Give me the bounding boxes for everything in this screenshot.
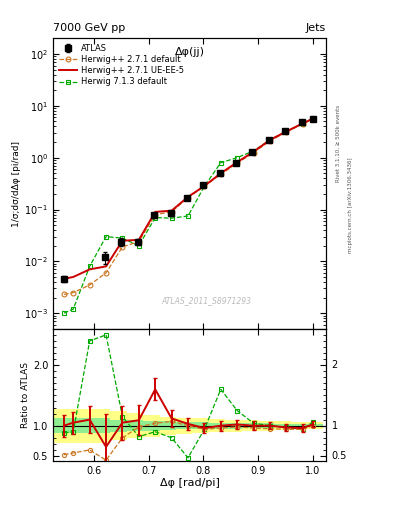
Herwig++ 2.7.1 default bbox=[169, 209, 174, 215]
Herwig++ 2.7.1 UE-EE-5 bbox=[153, 209, 158, 215]
Herwig++ 2.7.1 default bbox=[251, 150, 256, 156]
Text: Jets: Jets bbox=[306, 23, 326, 33]
Herwig++ 2.7.1 default bbox=[300, 121, 305, 127]
Herwig++ 2.7.1 default bbox=[284, 129, 289, 135]
Herwig++ 2.7.1 UE-EE-5 bbox=[219, 170, 223, 176]
Herwig 7.1.3 default bbox=[153, 215, 158, 221]
Herwig++ 2.7.1 UE-EE-5 bbox=[104, 263, 108, 269]
Line: Herwig 7.1.3 default: Herwig 7.1.3 default bbox=[62, 116, 315, 315]
Herwig 7.1.3 default bbox=[310, 115, 315, 121]
Text: ATLAS_2011_S8971293: ATLAS_2011_S8971293 bbox=[161, 296, 251, 306]
Text: 1: 1 bbox=[332, 421, 338, 431]
Herwig++ 2.7.1 default bbox=[268, 138, 272, 144]
Herwig++ 2.7.1 UE-EE-5 bbox=[235, 159, 239, 165]
Herwig++ 2.7.1 default bbox=[136, 239, 141, 245]
Herwig 7.1.3 default bbox=[268, 137, 272, 143]
Herwig++ 2.7.1 default bbox=[185, 195, 190, 201]
Herwig++ 2.7.1 UE-EE-5 bbox=[310, 116, 315, 122]
Herwig++ 2.7.1 UE-EE-5 bbox=[185, 194, 190, 200]
Herwig++ 2.7.1 UE-EE-5 bbox=[202, 183, 207, 189]
Herwig++ 2.7.1 UE-EE-5 bbox=[71, 274, 75, 280]
Herwig 7.1.3 default bbox=[235, 155, 239, 161]
Herwig++ 2.7.1 default bbox=[310, 116, 315, 122]
Legend: ATLAS, Herwig++ 2.7.1 default, Herwig++ 2.7.1 UE-EE-5, Herwig 7.1.3 default: ATLAS, Herwig++ 2.7.1 default, Herwig++ … bbox=[57, 42, 185, 88]
Herwig++ 2.7.1 default bbox=[87, 282, 92, 288]
Herwig++ 2.7.1 default bbox=[71, 289, 75, 295]
Herwig++ 2.7.1 UE-EE-5 bbox=[136, 237, 141, 243]
Herwig++ 2.7.1 UE-EE-5 bbox=[268, 137, 272, 143]
Herwig++ 2.7.1 default bbox=[219, 171, 223, 177]
Herwig 7.1.3 default bbox=[120, 235, 125, 241]
Y-axis label: 1/σ;dσ/dΔφ [pi/rad]: 1/σ;dσ/dΔφ [pi/rad] bbox=[13, 141, 22, 227]
Herwig 7.1.3 default bbox=[71, 306, 75, 312]
Line: Herwig++ 2.7.1 default: Herwig++ 2.7.1 default bbox=[62, 117, 315, 297]
Text: Δφ(jj): Δφ(jj) bbox=[174, 47, 205, 57]
Herwig++ 2.7.1 default bbox=[120, 244, 125, 250]
Text: 2: 2 bbox=[332, 360, 338, 370]
Y-axis label: Ratio to ATLAS: Ratio to ATLAS bbox=[21, 362, 30, 428]
Herwig 7.1.3 default bbox=[104, 233, 108, 240]
Herwig++ 2.7.1 UE-EE-5 bbox=[300, 120, 305, 126]
Line: Herwig++ 2.7.1 UE-EE-5: Herwig++ 2.7.1 UE-EE-5 bbox=[64, 119, 312, 279]
Text: Rivet 3.1.10, ≥ 500k events: Rivet 3.1.10, ≥ 500k events bbox=[336, 105, 341, 182]
X-axis label: Δφ [rad/pi]: Δφ [rad/pi] bbox=[160, 478, 220, 488]
Herwig++ 2.7.1 UE-EE-5 bbox=[120, 238, 125, 244]
Herwig 7.1.3 default bbox=[300, 121, 305, 127]
Herwig++ 2.7.1 UE-EE-5 bbox=[87, 266, 92, 272]
Herwig 7.1.3 default bbox=[185, 213, 190, 219]
Herwig++ 2.7.1 UE-EE-5 bbox=[62, 276, 66, 282]
Text: 7000 GeV pp: 7000 GeV pp bbox=[53, 23, 125, 33]
Herwig 7.1.3 default bbox=[251, 148, 256, 154]
Herwig 7.1.3 default bbox=[169, 215, 174, 221]
Herwig 7.1.3 default bbox=[87, 263, 92, 269]
Herwig 7.1.3 default bbox=[136, 243, 141, 249]
Herwig++ 2.7.1 UE-EE-5 bbox=[251, 148, 256, 155]
Herwig++ 2.7.1 default bbox=[62, 291, 66, 297]
Herwig 7.1.3 default bbox=[219, 160, 223, 166]
Herwig 7.1.3 default bbox=[62, 310, 66, 316]
Herwig++ 2.7.1 default bbox=[202, 183, 207, 189]
Herwig++ 2.7.1 default bbox=[153, 211, 158, 218]
Text: mcplots.cern.ch [arXiv:1306.3436]: mcplots.cern.ch [arXiv:1306.3436] bbox=[348, 157, 353, 252]
Herwig++ 2.7.1 UE-EE-5 bbox=[284, 129, 289, 135]
Herwig 7.1.3 default bbox=[284, 129, 289, 135]
Herwig++ 2.7.1 UE-EE-5 bbox=[169, 207, 174, 214]
Herwig++ 2.7.1 default bbox=[235, 160, 239, 166]
Herwig 7.1.3 default bbox=[202, 183, 207, 189]
Text: 0.5: 0.5 bbox=[332, 451, 347, 461]
Herwig++ 2.7.1 default bbox=[104, 270, 108, 276]
